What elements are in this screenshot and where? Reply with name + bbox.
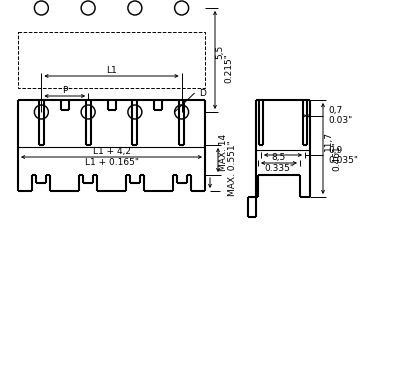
Text: 8,5: 8,5 <box>272 152 286 161</box>
Text: 0,7: 0,7 <box>328 106 342 115</box>
Text: 11,7: 11,7 <box>324 131 332 151</box>
Text: 5,5: 5,5 <box>216 45 224 59</box>
Text: 0.215": 0.215" <box>224 53 234 83</box>
Text: 0,9: 0,9 <box>328 145 342 154</box>
Bar <box>18 32 205 88</box>
Text: L1 + 4,2: L1 + 4,2 <box>92 147 130 155</box>
Text: 0.335": 0.335" <box>264 164 294 173</box>
Text: L1 + 0.165": L1 + 0.165" <box>84 158 138 167</box>
Text: 0.461": 0.461" <box>332 142 342 171</box>
Text: MAX. 14: MAX. 14 <box>218 134 228 171</box>
Text: P: P <box>62 85 68 95</box>
Text: D: D <box>199 89 206 98</box>
Text: L1: L1 <box>106 66 117 75</box>
Text: MAX. 0.551": MAX. 0.551" <box>228 140 236 196</box>
Text: 0.035": 0.035" <box>328 155 358 164</box>
Text: 0.03": 0.03" <box>328 116 352 125</box>
